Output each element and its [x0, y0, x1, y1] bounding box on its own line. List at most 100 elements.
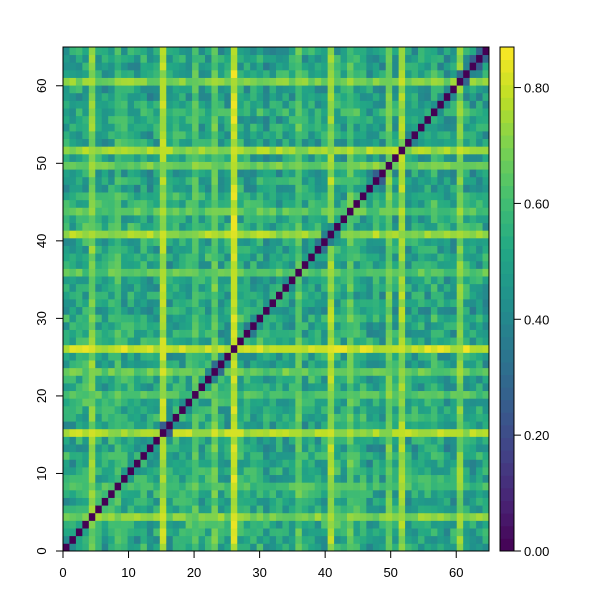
heatmap-cell — [217, 352, 225, 361]
heatmap-cell — [243, 489, 251, 498]
heatmap-cell — [217, 253, 225, 262]
heatmap-cell — [82, 383, 90, 392]
heatmap-cell — [347, 459, 354, 468]
heatmap-cell — [269, 184, 277, 193]
heatmap-cell — [463, 383, 471, 392]
heatmap-cell — [463, 54, 471, 63]
heatmap-cell — [308, 222, 316, 231]
heatmap-cell — [121, 222, 128, 231]
heatmap-cell — [140, 108, 148, 117]
heatmap-cell — [469, 543, 477, 552]
heatmap-cell — [185, 100, 193, 109]
heatmap-cell — [340, 398, 348, 407]
heatmap-cell — [121, 215, 128, 224]
heatmap-cell — [198, 375, 206, 384]
heatmap-cell — [469, 413, 477, 422]
heatmap-cell — [469, 360, 477, 369]
heatmap-cell — [269, 291, 277, 300]
heatmap-cell — [334, 360, 341, 369]
heatmap-cell — [269, 329, 277, 338]
heatmap-cell — [153, 85, 161, 94]
heatmap-cell — [230, 253, 238, 262]
heatmap-cell — [482, 329, 490, 338]
heatmap-cell — [82, 92, 90, 101]
heatmap-cell — [269, 69, 277, 78]
heatmap-cell — [276, 131, 283, 140]
heatmap-cell — [198, 230, 206, 239]
heatmap-cell — [411, 459, 419, 468]
heatmap-cell — [405, 390, 412, 399]
heatmap-cell — [82, 444, 90, 453]
heatmap-cell — [211, 215, 219, 224]
heatmap-cell — [192, 108, 199, 117]
heatmap-cell — [424, 222, 432, 231]
heatmap-cell — [121, 451, 128, 460]
heatmap-cell — [366, 390, 374, 399]
heatmap-cell — [463, 153, 471, 162]
heatmap-cell — [398, 62, 406, 71]
heatmap-cell — [295, 85, 303, 94]
heatmap-cell — [82, 115, 90, 124]
heatmap-cell — [366, 421, 374, 430]
heatmap-cell — [101, 230, 109, 239]
heatmap-cell — [353, 146, 361, 155]
heatmap-cell — [159, 405, 167, 414]
heatmap-cell — [424, 245, 432, 254]
heatmap-cell — [437, 131, 445, 140]
heatmap-cell — [75, 169, 83, 178]
heatmap-cell — [230, 276, 238, 285]
heatmap-cell — [140, 169, 148, 178]
heatmap-cell — [469, 115, 477, 124]
heatmap-cell — [276, 138, 283, 147]
heatmap-cell — [321, 444, 329, 453]
heatmap-cell — [211, 505, 219, 514]
heatmap-cell — [340, 153, 348, 162]
heatmap-cell — [211, 153, 219, 162]
heatmap-cell — [398, 123, 406, 132]
heatmap-cell — [301, 390, 309, 399]
heatmap-cell — [379, 413, 387, 422]
heatmap-cell — [347, 428, 354, 437]
heatmap-cell — [256, 512, 264, 521]
heatmap-cell — [250, 245, 258, 254]
heatmap-cell — [482, 69, 490, 78]
heatmap-cell — [295, 436, 303, 445]
heatmap-cell — [224, 146, 232, 155]
heatmap-cell — [340, 100, 348, 109]
heatmap-cell — [308, 352, 316, 361]
heatmap-cell — [217, 482, 225, 491]
heatmap-cell — [101, 100, 109, 109]
heatmap-cell — [411, 543, 419, 552]
heatmap-cell — [276, 230, 283, 239]
heatmap-cell — [69, 276, 77, 285]
heatmap-cell — [153, 268, 161, 277]
heatmap-cell — [301, 260, 309, 269]
heatmap-cell — [347, 108, 354, 117]
heatmap-cell — [192, 360, 199, 369]
heatmap-cell — [424, 390, 432, 399]
heatmap-cell — [179, 314, 187, 323]
heatmap-cell — [347, 520, 354, 529]
heatmap-cell — [359, 375, 367, 384]
heatmap-cell — [88, 535, 96, 544]
heatmap-cell — [372, 360, 380, 369]
heatmap-cell — [250, 92, 258, 101]
heatmap-cell — [243, 69, 251, 78]
heatmap-cell — [482, 405, 490, 414]
heatmap-cell — [314, 405, 322, 414]
heatmap-cell — [172, 489, 180, 498]
heatmap-cell — [347, 344, 354, 353]
heatmap-cell — [321, 352, 329, 361]
heatmap-cell — [398, 360, 406, 369]
heatmap-cell — [263, 344, 270, 353]
heatmap-cell — [269, 62, 277, 71]
heatmap-cell — [88, 360, 96, 369]
heatmap-cell — [359, 123, 367, 132]
heatmap-cell — [359, 314, 367, 323]
x-tick-label: 20 — [187, 565, 201, 580]
heatmap-cell — [250, 444, 258, 453]
heatmap-cell — [205, 451, 212, 460]
heatmap-cell — [469, 161, 477, 170]
heatmap-cell — [314, 260, 322, 269]
